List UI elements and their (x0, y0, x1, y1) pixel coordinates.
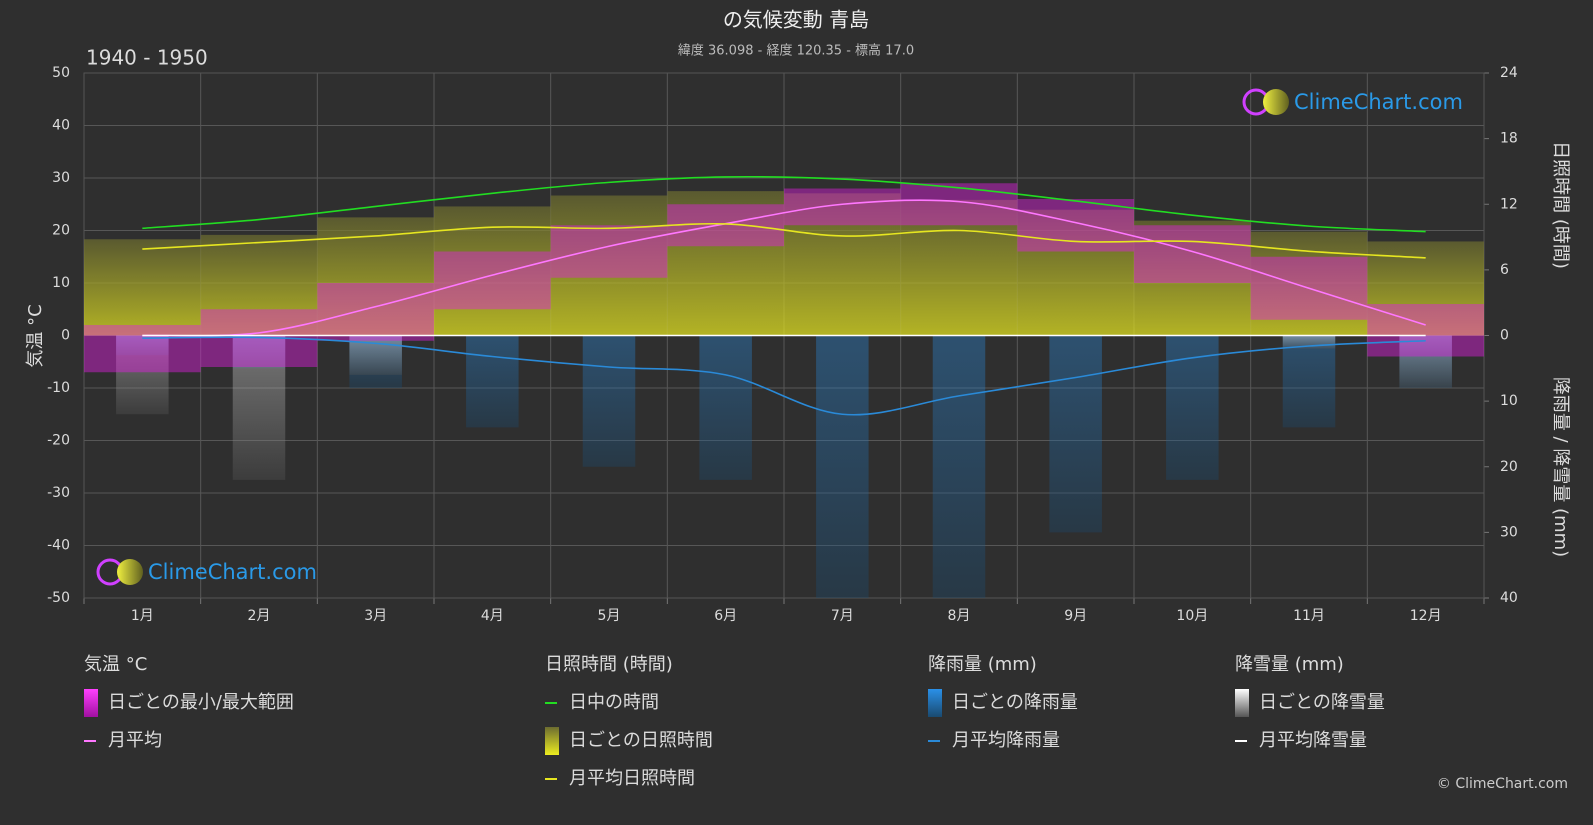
temp-range (1134, 225, 1251, 283)
legend-label: 日中の時間 (569, 692, 659, 713)
legend-label: 月平均 (108, 730, 162, 751)
daily-bar (1049, 335, 1102, 533)
temp-range (317, 283, 434, 341)
legend-title: 降雪量 (mm) (1235, 654, 1344, 675)
y2-tick-label: 18 (1500, 131, 1518, 147)
legend-label: 日ごとの最小/最大範囲 (108, 692, 294, 713)
y-tick-label: -50 (47, 590, 70, 606)
y2-axis-label: 日照時間 (時間) (1550, 141, 1571, 269)
monthly-line (142, 336, 1426, 416)
daily-bar (1166, 335, 1219, 480)
daily-bar (784, 193, 901, 336)
logo-sun (1263, 89, 1289, 115)
copyright: © ClimeChart.com (1437, 776, 1568, 792)
y3-tick-label: 30 (1500, 524, 1518, 540)
y-tick-label: 10 (52, 275, 70, 291)
daily-bar (200, 234, 318, 336)
legend-swatch (545, 727, 559, 755)
legend-title: 降雨量 (mm) (928, 654, 1037, 675)
legend-label: 月平均降雨量 (952, 730, 1060, 751)
daily-bar (232, 335, 286, 480)
legend-title: 気温 °C (84, 654, 147, 675)
y-tick-label: 0 (61, 328, 70, 344)
y3-tick-label: 10 (1500, 393, 1518, 409)
y-tick-label: 20 (52, 223, 70, 239)
x-tick-label: 9月 (1064, 608, 1087, 624)
y-tick-label: -10 (47, 380, 70, 396)
x-tick-label: 7月 (831, 608, 854, 624)
y-tick-label: -40 (47, 538, 70, 554)
temp-range (1017, 199, 1134, 252)
y-tick-label: 40 (52, 118, 70, 134)
chart-subtitle: 緯度 36.098 - 経度 120.35 - 標高 17.0 (678, 43, 914, 59)
period: 1940 - 1950 (86, 46, 208, 70)
legend-title: 日照時間 (時間) (545, 654, 673, 675)
temp-range (784, 188, 901, 226)
x-tick-label: 5月 (598, 608, 621, 624)
logo-text: ClimeChart.com (1294, 90, 1463, 114)
logo-sun (117, 559, 143, 585)
daily-bar (1134, 220, 1251, 336)
x-tick-label: 2月 (248, 608, 271, 624)
y3-axis-label: 降雨量 / 降雪量 (mm) (1550, 377, 1571, 557)
daily-bar (1282, 335, 1336, 428)
legend-label: 日ごとの日照時間 (569, 730, 713, 751)
x-tick-label: 10月 (1176, 608, 1208, 624)
daily-bar (116, 335, 169, 415)
daily-bar (550, 195, 668, 336)
daily-bar (667, 191, 784, 336)
y3-tick-label: 20 (1500, 459, 1518, 475)
x-tick-label: 6月 (714, 608, 737, 624)
x-tick-label: 3月 (364, 608, 387, 624)
y-tick-label: 30 (52, 170, 70, 186)
monthly-line (142, 199, 1426, 337)
x-tick-label: 4月 (481, 608, 504, 624)
temp-range (434, 251, 551, 310)
y2-tick-label: 6 (1500, 262, 1509, 278)
daily-bar (84, 239, 201, 336)
chart-title: の気候変動 青島 (723, 8, 869, 32)
temp-range (900, 183, 1018, 226)
legend-label: 月平均日照時間 (569, 768, 695, 789)
legend-swatch (84, 689, 98, 717)
y-tick-label: -30 (47, 485, 70, 501)
y-axis-label: 気温 °C (25, 304, 46, 367)
daily-bar (932, 335, 986, 598)
x-tick-label: 12月 (1410, 608, 1442, 624)
daily-bar (582, 335, 636, 467)
daily-bar (1399, 335, 1452, 388)
logo-top: ClimeChart.com (1242, 88, 1463, 116)
y2-tick-label: 12 (1500, 196, 1518, 212)
monthly-line (142, 175, 1426, 233)
monthly-line (142, 222, 1426, 259)
legend-swatch (928, 689, 942, 717)
x-tick-label: 1月 (131, 608, 154, 624)
legend-label: 日ごとの降雨量 (952, 692, 1078, 713)
daily-bar (699, 335, 752, 480)
legend-label: 日ごとの降雪量 (1259, 692, 1385, 713)
x-tick-label: 11月 (1293, 608, 1325, 624)
y2-tick-label: 0 (1500, 328, 1509, 344)
daily-bar (1250, 231, 1368, 336)
x-tick-label: 8月 (948, 608, 971, 624)
daily-bar (816, 335, 869, 598)
temp-range (84, 325, 201, 373)
y-tick-label: 50 (52, 65, 70, 81)
legend-swatch (1235, 689, 1249, 717)
logo-text: ClimeChart.com (148, 560, 317, 584)
y3-tick-label: 40 (1500, 590, 1518, 606)
y2-tick-label: 24 (1500, 65, 1518, 81)
daily-bar (466, 335, 519, 428)
plot-area (83, 72, 1489, 604)
logo-bottom: ClimeChart.com (96, 558, 317, 586)
temp-range (550, 225, 668, 278)
legend-label: 月平均降雪量 (1259, 730, 1367, 751)
daily-bar (900, 199, 1018, 336)
y-tick-label: -20 (47, 433, 70, 449)
